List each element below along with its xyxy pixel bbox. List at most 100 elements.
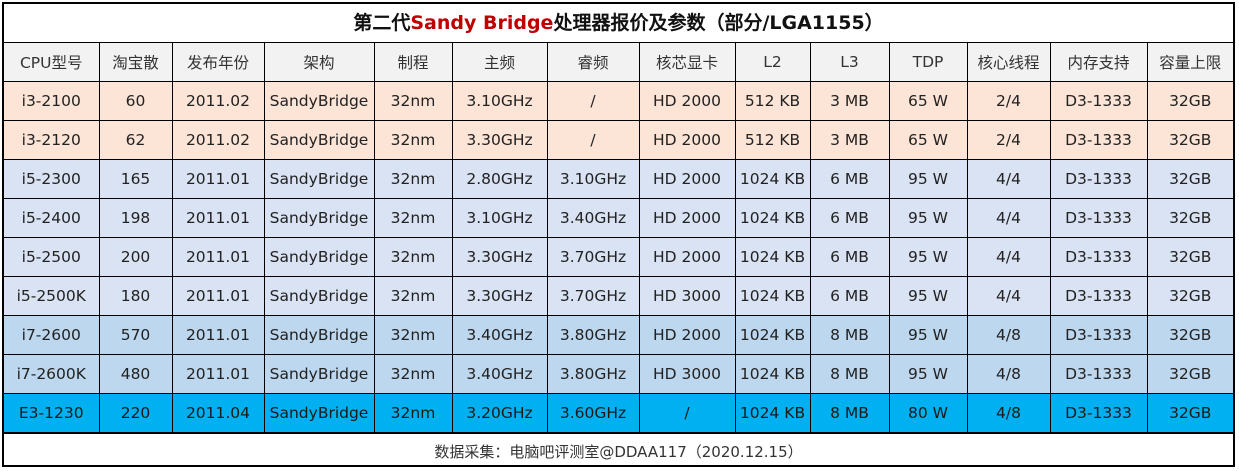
cell-arch: SandyBridge <box>263 120 375 160</box>
cell-cores-threads: 2/4 <box>966 81 1051 121</box>
cell-model: i5-2500K <box>4 276 100 316</box>
cell-capacity: 32GB <box>1146 393 1233 433</box>
table-row: i5-2400 198 2011.01 SandyBridge 32nm 3.10GHz 3… <box>4 198 1233 238</box>
cell-capacity: 32GB <box>1146 81 1233 121</box>
cell-model: i3-2120 <box>4 120 100 160</box>
cell-l3: 6 MB <box>809 159 890 199</box>
cell-process: 32nm <box>373 315 453 355</box>
table-row: i7-2600K 480 2011.01 SandyBridge 32nm 3.40GHz… <box>4 354 1233 394</box>
cell-l2: 1024 KB <box>734 237 811 277</box>
cell-base-freq: 3.10GHz <box>451 81 548 121</box>
cell-l2: 512 KB <box>734 81 811 121</box>
cell-arch: SandyBridge <box>263 393 375 433</box>
table-row: i3-2120 62 2011.02 SandyBridge 32nm 3.30GHz / H… <box>4 120 1233 160</box>
cell-cores-threads: 2/4 <box>966 120 1051 160</box>
cell-memory: D3-1333 <box>1049 393 1148 433</box>
cell-turbo-freq: 3.80GHz <box>546 315 640 355</box>
cell-tdp: 80 W <box>888 393 968 433</box>
col-header-capacity: 容量上限 <box>1146 43 1233 82</box>
cell-igpu: HD 3000 <box>638 354 736 394</box>
cell-turbo-freq: 3.70GHz <box>546 237 640 277</box>
cell-memory: D3-1333 <box>1049 198 1148 238</box>
cell-release: 2011.01 <box>171 354 265 394</box>
col-header-price: 淘宝散 <box>98 43 173 82</box>
cell-l2: 1024 KB <box>734 393 811 433</box>
cell-igpu: HD 2000 <box>638 159 736 199</box>
cell-price: 60 <box>98 81 173 121</box>
cell-release: 2011.02 <box>171 81 265 121</box>
col-header-memory: 内存支持 <box>1049 43 1148 82</box>
cell-arch: SandyBridge <box>263 81 375 121</box>
col-header-base-freq: 主频 <box>451 43 548 82</box>
cell-price: 62 <box>98 120 173 160</box>
cell-price: 480 <box>98 354 173 394</box>
cell-turbo-freq: 3.80GHz <box>546 354 640 394</box>
cell-tdp: 95 W <box>888 276 968 316</box>
cell-turbo-freq: 3.10GHz <box>546 159 640 199</box>
col-header-cores-threads: 核心线程 <box>966 43 1051 82</box>
cell-cores-threads: 4/8 <box>966 315 1051 355</box>
cell-capacity: 32GB <box>1146 315 1233 355</box>
cell-igpu: HD 2000 <box>638 198 736 238</box>
cell-memory: D3-1333 <box>1049 276 1148 316</box>
cell-base-freq: 3.20GHz <box>451 393 548 433</box>
cell-release: 2011.02 <box>171 120 265 160</box>
cell-memory: D3-1333 <box>1049 120 1148 160</box>
cell-l2: 512 KB <box>734 120 811 160</box>
cell-base-freq: 3.40GHz <box>451 315 548 355</box>
cell-process: 32nm <box>373 393 453 433</box>
cell-igpu: HD 2000 <box>638 120 736 160</box>
cell-process: 32nm <box>373 120 453 160</box>
cell-cores-threads: 4/4 <box>966 276 1051 316</box>
cell-memory: D3-1333 <box>1049 354 1148 394</box>
cell-release: 2011.01 <box>171 159 265 199</box>
col-header-l3: L3 <box>809 43 890 82</box>
cell-l3: 3 MB <box>809 120 890 160</box>
cell-base-freq: 3.10GHz <box>451 198 548 238</box>
cell-igpu: HD 2000 <box>638 81 736 121</box>
cell-l3: 6 MB <box>809 237 890 277</box>
cell-igpu: HD 2000 <box>638 315 736 355</box>
table-row: i7-2600 570 2011.01 SandyBridge 32nm 3.40GHz 3… <box>4 315 1233 355</box>
cell-l3: 3 MB <box>809 81 890 121</box>
table-row: i3-2100 60 2011.02 SandyBridge 32nm 3.10GHz / H… <box>4 81 1233 121</box>
cell-tdp: 65 W <box>888 81 968 121</box>
cell-arch: SandyBridge <box>263 315 375 355</box>
cell-turbo-freq: 3.70GHz <box>546 276 640 316</box>
cell-l2: 1024 KB <box>734 276 811 316</box>
cell-price: 180 <box>98 276 173 316</box>
cell-l2: 1024 KB <box>734 315 811 355</box>
cell-model: E3-1230 <box>4 393 100 433</box>
cell-memory: D3-1333 <box>1049 237 1148 277</box>
cell-model: i3-2100 <box>4 81 100 121</box>
cell-base-freq: 2.80GHz <box>451 159 548 199</box>
cell-igpu: HD 2000 <box>638 237 736 277</box>
cell-base-freq: 3.30GHz <box>451 237 548 277</box>
cell-process: 32nm <box>373 81 453 121</box>
cell-price: 200 <box>98 237 173 277</box>
cell-tdp: 65 W <box>888 120 968 160</box>
header-row: CPU型号 淘宝散 发布年份 架构 制程 主频 睿频 核芯显卡 L2 L3 TD… <box>4 43 1233 82</box>
cell-tdp: 95 W <box>888 159 968 199</box>
cell-release: 2011.01 <box>171 237 265 277</box>
cell-release: 2011.01 <box>171 315 265 355</box>
cell-l3: 8 MB <box>809 354 890 394</box>
cell-capacity: 32GB <box>1146 120 1233 160</box>
title-prefix: 第二代 <box>353 12 411 34</box>
cell-release: 2011.01 <box>171 198 265 238</box>
cell-l3: 8 MB <box>809 393 890 433</box>
cell-capacity: 32GB <box>1146 354 1233 394</box>
cell-price: 220 <box>98 393 173 433</box>
cell-process: 32nm <box>373 159 453 199</box>
cell-price: 198 <box>98 198 173 238</box>
data-source-footer: 数据采集：电脑吧评测室@DDAA117（2020.12.15） <box>4 433 1233 469</box>
cell-base-freq: 3.30GHz <box>451 120 548 160</box>
table-row: i5-2500 200 2011.01 SandyBridge 32nm 3.30GHz 3… <box>4 237 1233 277</box>
cell-turbo-freq: 3.40GHz <box>546 198 640 238</box>
cell-l3: 6 MB <box>809 198 890 238</box>
cell-l2: 1024 KB <box>734 198 811 238</box>
cell-process: 32nm <box>373 198 453 238</box>
cell-price: 165 <box>98 159 173 199</box>
cell-base-freq: 3.40GHz <box>451 354 548 394</box>
